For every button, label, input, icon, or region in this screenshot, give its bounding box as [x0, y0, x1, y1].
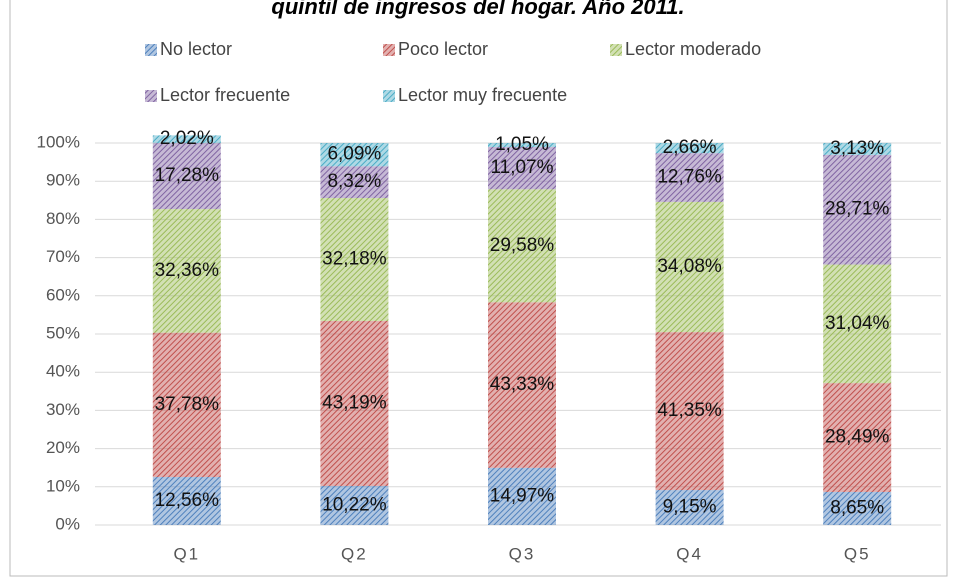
- bar-segment: [488, 143, 556, 148]
- legend-swatch: [610, 44, 622, 56]
- data-label: 8,32%: [327, 171, 381, 192]
- data-label: 32,36%: [155, 260, 220, 281]
- bar-segment: [823, 491, 892, 525]
- data-label: 32,18%: [322, 249, 387, 270]
- chart-title: quintil de ingresos del hogar. Año 2011.: [271, 0, 684, 19]
- bar-segment: [655, 143, 724, 154]
- legend-swatch: [145, 44, 157, 56]
- bar-segment: [320, 143, 389, 167]
- data-label: 43,33%: [490, 374, 555, 395]
- chart-frame: [9, 0, 948, 577]
- y-tick-label: 50%: [46, 323, 80, 342]
- data-label: 3,13%: [830, 138, 884, 159]
- data-label: 29,58%: [490, 235, 555, 256]
- data-label: 37,78%: [155, 394, 220, 415]
- data-label: 34,08%: [657, 256, 722, 277]
- bar-segment: [488, 147, 556, 190]
- bar-segment: [152, 477, 221, 525]
- bar-segment: [320, 166, 389, 199]
- bar-segment: [320, 320, 389, 486]
- bar-segment: [655, 332, 724, 491]
- data-label: 28,71%: [825, 199, 890, 220]
- bar-segment: [488, 189, 556, 303]
- x-tick-label: Q5: [844, 544, 871, 563]
- legend-swatch: [145, 90, 157, 102]
- data-label: 8,65%: [830, 497, 884, 518]
- bar-segment: [823, 142, 892, 155]
- y-tick-label: 90%: [46, 171, 80, 190]
- y-tick-label: 60%: [46, 285, 80, 304]
- legend-label: No lector: [160, 39, 232, 59]
- bar-segment: [655, 201, 724, 333]
- data-label: 9,15%: [663, 497, 717, 518]
- bar-segment: [488, 467, 556, 525]
- data-label: 43,19%: [322, 392, 387, 413]
- bar-segment: [823, 154, 892, 265]
- data-label: 6,09%: [327, 144, 381, 165]
- legend-label: Lector frecuente: [160, 85, 290, 105]
- bar-segment: [320, 485, 389, 525]
- legend-label: Poco lector: [398, 39, 488, 59]
- data-label: 28,49%: [825, 427, 890, 448]
- legend-swatch: [383, 44, 395, 56]
- data-label: 14,97%: [490, 485, 555, 506]
- bar-segment: [823, 264, 892, 384]
- y-tick-label: 40%: [46, 362, 80, 381]
- bar-segment: [655, 490, 724, 525]
- legend-label: Lector muy frecuente: [398, 85, 567, 105]
- data-label: 2,02%: [160, 128, 214, 149]
- bar-segment: [823, 383, 892, 492]
- y-tick-label: 100%: [37, 132, 80, 151]
- bar-segment: [655, 153, 724, 202]
- data-label: 12,56%: [155, 490, 220, 511]
- x-tick-label: Q4: [676, 544, 703, 563]
- y-tick-label: 80%: [46, 209, 80, 228]
- data-label: 11,07%: [490, 157, 553, 178]
- data-label: 12,76%: [657, 167, 722, 188]
- data-label: 31,04%: [825, 313, 890, 334]
- x-tick-label: Q1: [173, 544, 200, 563]
- legend-label: Lector moderado: [625, 39, 761, 59]
- y-tick-label: 10%: [46, 476, 80, 495]
- data-label: 2,66%: [663, 137, 717, 158]
- data-label: 41,35%: [657, 400, 722, 421]
- data-label: 1,05%: [495, 134, 549, 155]
- data-label: 17,28%: [155, 165, 220, 186]
- bar-segment: [152, 135, 221, 144]
- bar-segment: [320, 198, 389, 321]
- y-tick-label: 20%: [46, 438, 80, 457]
- bar-segment: [488, 302, 556, 468]
- bar-segment: [152, 143, 221, 210]
- y-tick-label: 70%: [46, 247, 80, 266]
- legend-swatch: [383, 90, 395, 102]
- y-tick-label: 30%: [46, 400, 80, 419]
- bar-segment: [152, 332, 221, 478]
- data-label: 10,22%: [322, 494, 387, 515]
- bar-segment: [152, 209, 221, 333]
- x-tick-label: Q3: [509, 544, 536, 563]
- x-tick-label: Q2: [341, 544, 368, 563]
- y-tick-label: 0%: [55, 514, 80, 533]
